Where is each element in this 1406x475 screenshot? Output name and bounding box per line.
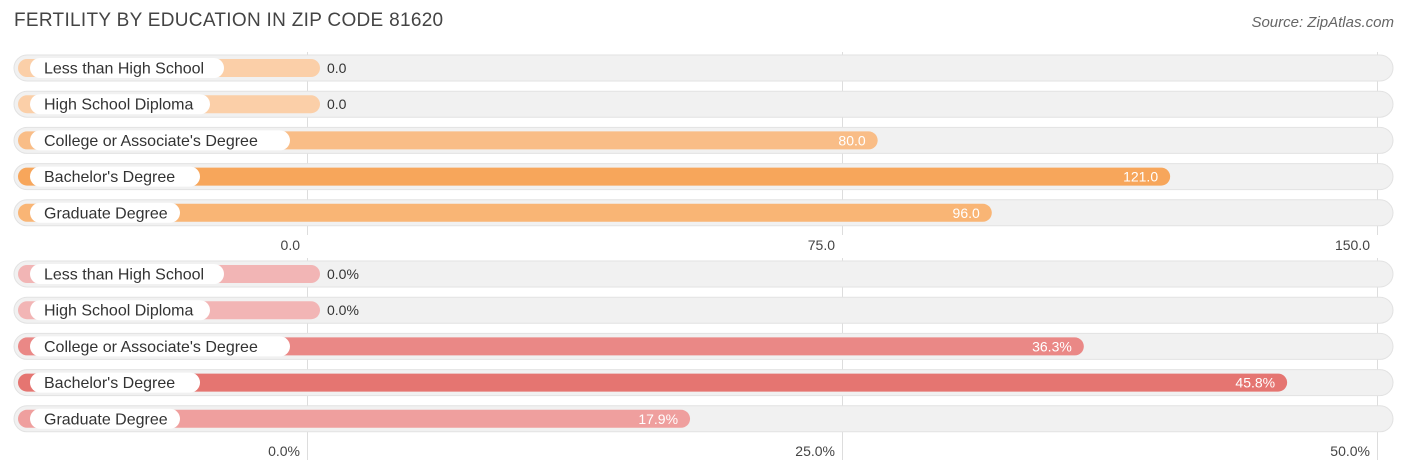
category-pill bbox=[30, 264, 224, 284]
value-label: 0.0% bbox=[327, 266, 359, 282]
tick-label: 75.0 bbox=[808, 237, 835, 253]
category-pill bbox=[30, 202, 180, 223]
tick-label: 150.0 bbox=[1335, 237, 1370, 253]
category-label: Bachelor's Degree bbox=[44, 375, 175, 392]
bar bbox=[18, 203, 992, 222]
bar-row: Graduate Degree 96.0 bbox=[13, 199, 1394, 227]
bar-row: Less than High School 0.0% bbox=[13, 260, 1394, 288]
chart-panel-percent: Less than High School 0.0%High School Dip… bbox=[13, 258, 1394, 460]
category-label: Graduate Degree bbox=[44, 205, 168, 222]
category-pill bbox=[30, 130, 290, 151]
value-label: 0.0 bbox=[327, 60, 347, 76]
value-label: 80.0 bbox=[838, 132, 865, 148]
bar-row: College or Associate's Degree 80.0 bbox=[13, 126, 1394, 154]
bar bbox=[18, 167, 1171, 186]
row-track bbox=[13, 90, 1394, 118]
category-pill bbox=[30, 300, 210, 321]
category-label: Graduate Degree bbox=[44, 411, 168, 428]
bar-row: High School Diploma 0.0% bbox=[13, 296, 1394, 324]
category-pill bbox=[30, 372, 200, 393]
bar-row: College or Associate's Degree 36.3% bbox=[13, 332, 1394, 360]
value-label: 36.3% bbox=[1032, 338, 1072, 354]
category-label: College or Associate's Degree bbox=[44, 339, 258, 356]
bar-row: Bachelor's Degree 45.8% bbox=[13, 369, 1394, 397]
bar-row: High School Diploma 0.0 bbox=[13, 90, 1394, 118]
bar-row: Less than High School 0.0 bbox=[13, 54, 1394, 82]
category-label: High School Diploma bbox=[44, 303, 194, 320]
row-track bbox=[13, 296, 1394, 324]
bar bbox=[18, 373, 1288, 392]
value-label: 0.0% bbox=[327, 302, 359, 318]
chart-title: FERTILITY BY EDUCATION IN ZIP CODE 81620 bbox=[14, 10, 444, 31]
category-label: Less than High School bbox=[44, 267, 204, 284]
value-label: 45.8% bbox=[1235, 375, 1275, 391]
row-track bbox=[13, 54, 1394, 82]
source-note: Source: ZipAtlas.com bbox=[1251, 14, 1394, 31]
category-label: College or Associate's Degree bbox=[44, 133, 258, 150]
tick-label: 0.0 bbox=[281, 237, 301, 253]
category-pill bbox=[30, 408, 180, 429]
value-label: 121.0 bbox=[1123, 169, 1158, 185]
category-pill bbox=[30, 166, 200, 187]
category-pill bbox=[30, 58, 224, 78]
category-pill bbox=[30, 336, 290, 357]
bar bbox=[18, 409, 691, 428]
bar-row: Graduate Degree 17.9% bbox=[13, 405, 1394, 433]
value-label: 0.0 bbox=[327, 96, 347, 112]
category-pill bbox=[30, 94, 210, 115]
value-label: 96.0 bbox=[953, 205, 980, 221]
bar-row: Bachelor's Degree 121.0 bbox=[13, 163, 1394, 191]
category-label: Less than High School bbox=[44, 61, 204, 78]
value-label: 17.9% bbox=[638, 411, 678, 427]
tick-label: 50.0% bbox=[1330, 443, 1370, 459]
category-label: High School Diploma bbox=[44, 97, 194, 114]
tick-label: 0.0% bbox=[268, 443, 300, 459]
category-label: Bachelor's Degree bbox=[44, 169, 175, 186]
row-track bbox=[13, 260, 1394, 288]
tick-label: 25.0% bbox=[795, 443, 835, 459]
